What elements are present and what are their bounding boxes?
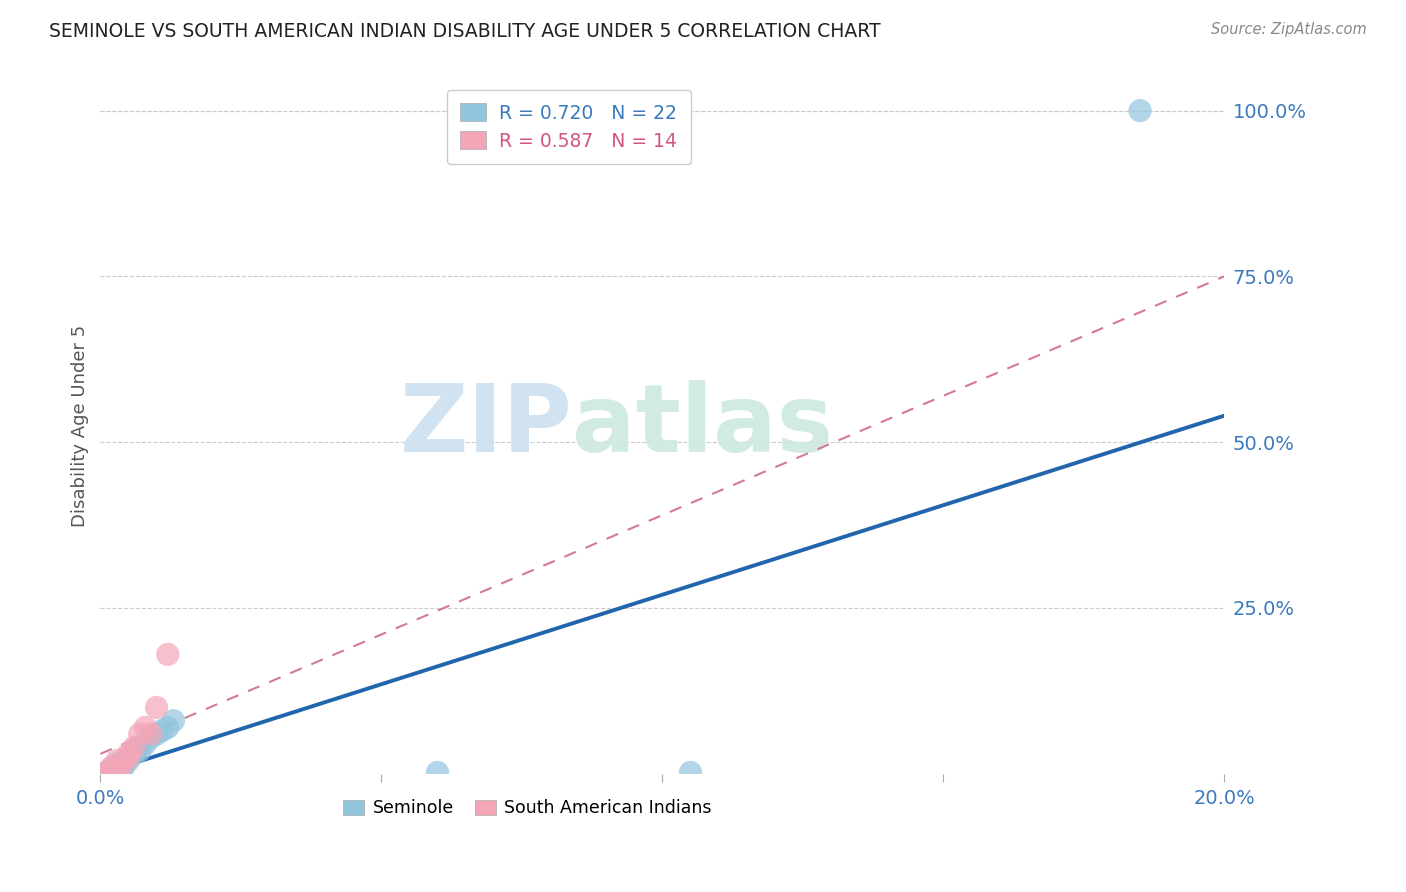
Point — [134, 720, 156, 734]
Point — [111, 762, 134, 776]
Point — [100, 764, 122, 778]
Point — [145, 727, 167, 741]
Point — [122, 740, 145, 755]
Point — [150, 723, 173, 738]
Point — [111, 756, 134, 771]
Text: Source: ZipAtlas.com: Source: ZipAtlas.com — [1211, 22, 1367, 37]
Point — [94, 765, 117, 780]
Text: ZIP: ZIP — [399, 380, 572, 472]
Point — [156, 648, 179, 662]
Point — [145, 700, 167, 714]
Point — [128, 743, 150, 757]
Y-axis label: Disability Age Under 5: Disability Age Under 5 — [72, 325, 89, 527]
Point — [117, 754, 139, 768]
Point — [139, 731, 162, 745]
Point — [117, 750, 139, 764]
Point — [122, 747, 145, 761]
Point — [117, 747, 139, 761]
Point — [100, 760, 122, 774]
Point — [105, 756, 128, 771]
Point — [156, 720, 179, 734]
Text: atlas: atlas — [572, 380, 834, 472]
Point — [162, 714, 184, 728]
Point — [128, 740, 150, 755]
Point — [128, 727, 150, 741]
Point — [111, 759, 134, 773]
Point — [1129, 103, 1152, 118]
Point — [134, 737, 156, 751]
Point — [105, 762, 128, 776]
Point — [105, 754, 128, 768]
Point — [100, 764, 122, 778]
Point — [426, 765, 449, 780]
Point — [139, 727, 162, 741]
Point — [100, 762, 122, 776]
Point — [111, 755, 134, 769]
Point — [94, 765, 117, 780]
Point — [105, 764, 128, 778]
Point — [679, 765, 702, 780]
Text: SEMINOLE VS SOUTH AMERICAN INDIAN DISABILITY AGE UNDER 5 CORRELATION CHART: SEMINOLE VS SOUTH AMERICAN INDIAN DISABI… — [49, 22, 880, 41]
Legend: Seminole, South American Indians: Seminole, South American Indians — [336, 792, 718, 824]
Point — [117, 750, 139, 764]
